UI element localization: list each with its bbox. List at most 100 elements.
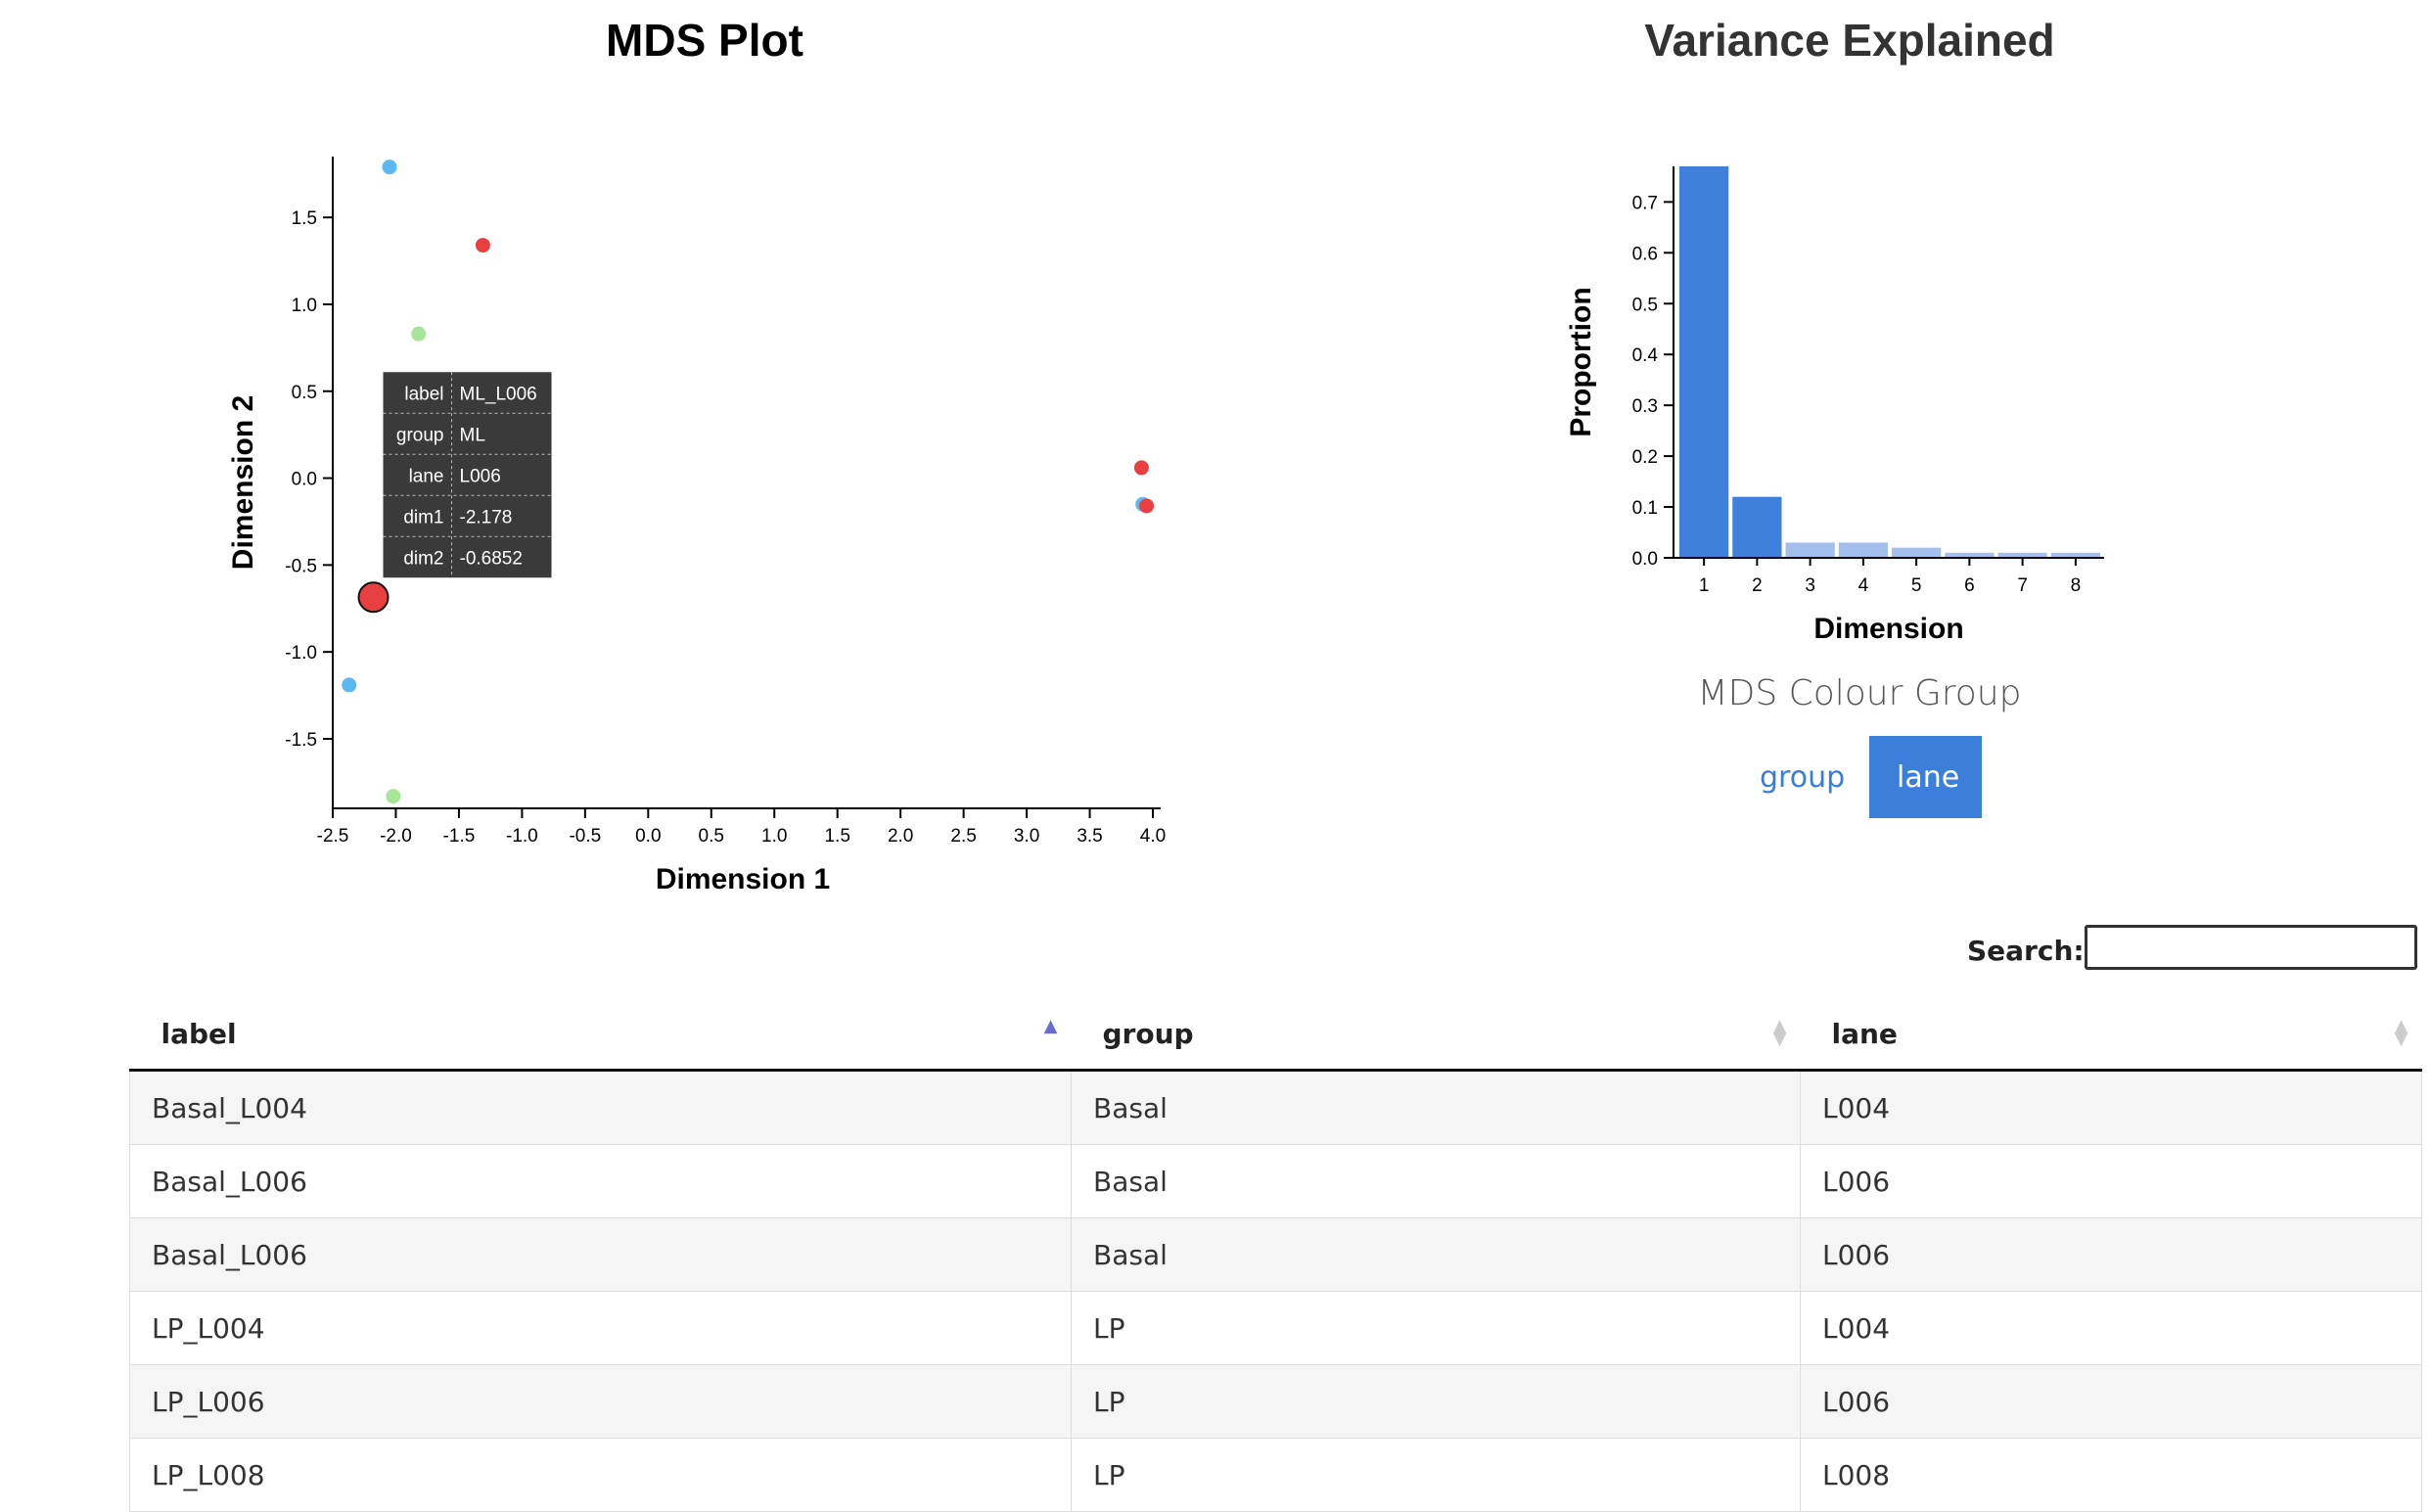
column-header-lane[interactable]: lane ▲ ▼ bbox=[1800, 998, 2422, 1072]
table-row[interactable]: Basal_L006 Basal L006 bbox=[129, 1217, 2422, 1292]
x-tick-label: 3 bbox=[1805, 575, 1815, 596]
variance-bar[interactable] bbox=[1838, 542, 1888, 558]
cell-lane: L008 bbox=[1800, 1438, 2422, 1512]
tooltip-background bbox=[383, 372, 552, 578]
data-point[interactable] bbox=[382, 160, 397, 175]
table-row[interactable]: Basal_L006 Basal L006 bbox=[129, 1144, 2422, 1218]
y-tick-label: 0.5 bbox=[1632, 295, 1658, 315]
cell-group: LP bbox=[1071, 1291, 1801, 1365]
variance-bar[interactable] bbox=[1892, 547, 1942, 558]
tooltip-value: -0.6852 bbox=[460, 548, 523, 569]
variance-bar[interactable] bbox=[1785, 542, 1835, 558]
colour-group-button-group[interactable]: group bbox=[1732, 736, 1859, 818]
data-point[interactable] bbox=[1139, 498, 1155, 514]
cell-lane: L006 bbox=[1800, 1144, 2422, 1218]
cell-label: LP_L004 bbox=[129, 1291, 1072, 1365]
cell-group: Basal bbox=[1071, 1144, 1801, 1218]
y-tick-label: 0.4 bbox=[1632, 345, 1659, 366]
data-point[interactable] bbox=[411, 326, 427, 342]
x-tick-label: 0.5 bbox=[699, 826, 724, 847]
search-input[interactable] bbox=[2085, 925, 2417, 970]
cell-group: Basal bbox=[1071, 1217, 1801, 1292]
x-tick-label: 0.0 bbox=[635, 826, 661, 847]
mds-scatter-plot: -2.5 -2.0 -1.5 -1.0 -0.5 0.0 0.5 1.0 1.5 2.0 2.5 3.… bbox=[227, 157, 1166, 895]
sort-both-icon: ▲ ▼ bbox=[2394, 1016, 2408, 1049]
column-header-group[interactable]: group ▲ ▼ bbox=[1071, 998, 1801, 1072]
data-point[interactable] bbox=[342, 677, 357, 693]
x-tick-label: -2.0 bbox=[380, 826, 412, 847]
cell-lane: L006 bbox=[1800, 1217, 2422, 1292]
y-tick-label: 0.6 bbox=[1632, 244, 1658, 264]
variance-explained-title: Variance Explained bbox=[1644, 15, 2055, 66]
variance-bar[interactable] bbox=[2050, 552, 2100, 558]
x-tick-label: 4.0 bbox=[1140, 826, 1166, 847]
y-tick-label: 0.2 bbox=[1632, 447, 1658, 468]
variance-bar[interactable] bbox=[1732, 496, 1782, 558]
cell-lane: L006 bbox=[1800, 1364, 2422, 1439]
mds-plot-title: MDS Plot bbox=[606, 15, 803, 66]
sort-ascending-icon: ▲ bbox=[1043, 1016, 1058, 1036]
y-tick-label: 0.0 bbox=[1632, 549, 1658, 570]
tooltip-key: dim2 bbox=[403, 548, 443, 569]
column-header-label[interactable]: label ▲ bbox=[129, 998, 1072, 1072]
x-tick-label: -1.0 bbox=[506, 826, 538, 847]
colour-group-button-lane[interactable]: lane bbox=[1869, 736, 1982, 818]
y-tick-label: 1.5 bbox=[292, 208, 317, 229]
x-tick-label: -2.5 bbox=[317, 826, 349, 847]
y-tick-label: 0.1 bbox=[1632, 498, 1658, 519]
cell-label: LP_L008 bbox=[129, 1438, 1072, 1512]
cell-group: LP bbox=[1071, 1364, 1801, 1439]
tooltip-key: dim1 bbox=[403, 507, 443, 527]
y-axis-title: Proportion bbox=[1565, 287, 1597, 436]
y-tick-label: 0.5 bbox=[292, 383, 317, 403]
tooltip-key: label bbox=[404, 384, 443, 404]
x-tick-label: 6 bbox=[1964, 575, 1975, 596]
column-header-group-text: group bbox=[1102, 1017, 1194, 1050]
y-tick-label: -0.5 bbox=[285, 556, 317, 576]
y-tick-label: 1.0 bbox=[292, 296, 317, 316]
variance-bar[interactable] bbox=[1945, 552, 1995, 558]
table-row[interactable]: LP_L008 LP L008 bbox=[129, 1438, 2422, 1512]
y-tick-label: -1.5 bbox=[285, 730, 317, 751]
cell-label: Basal_L006 bbox=[129, 1144, 1072, 1218]
x-tick-label: 1 bbox=[1699, 575, 1710, 596]
y-tick-label: -1.0 bbox=[285, 643, 317, 664]
x-tick-label: -0.5 bbox=[569, 826, 601, 847]
data-point[interactable] bbox=[475, 238, 490, 253]
table-row[interactable]: LP_L004 LP L004 bbox=[129, 1291, 2422, 1365]
variance-bar[interactable] bbox=[1997, 552, 2047, 558]
x-tick-label: -1.5 bbox=[443, 826, 476, 847]
data-point[interactable] bbox=[386, 789, 401, 804]
cell-label: Basal_L004 bbox=[129, 1070, 1072, 1145]
cell-group: Basal bbox=[1071, 1070, 1801, 1145]
column-header-label-text: label bbox=[161, 1017, 237, 1050]
tooltip-key: group bbox=[396, 425, 444, 445]
cell-lane: L004 bbox=[1800, 1291, 2422, 1365]
tooltip-value: -2.178 bbox=[460, 507, 513, 527]
cell-lane: L004 bbox=[1800, 1070, 2422, 1145]
x-tick-label: 2.5 bbox=[950, 826, 976, 847]
cell-group: LP bbox=[1071, 1438, 1801, 1512]
x-axis-title: Dimension bbox=[1813, 613, 1963, 645]
x-tick-label: 3.5 bbox=[1077, 826, 1102, 847]
variance-bar[interactable] bbox=[1679, 166, 1729, 558]
column-header-lane-text: lane bbox=[1831, 1017, 1898, 1050]
x-tick-label: 7 bbox=[2017, 575, 2028, 596]
table-row[interactable]: LP_L006 LP L006 bbox=[129, 1364, 2422, 1439]
highlighted-data-point[interactable] bbox=[357, 581, 390, 614]
cell-label: LP_L006 bbox=[129, 1364, 1072, 1439]
x-tick-label: 3.0 bbox=[1014, 826, 1039, 847]
mds-colour-group-label: MDS Colour Group bbox=[1697, 673, 2022, 713]
x-tick-label: 1.5 bbox=[824, 826, 849, 847]
x-tick-label: 8 bbox=[2071, 575, 2082, 596]
tooltip-value: L006 bbox=[460, 466, 501, 486]
x-tick-label: 1.0 bbox=[761, 826, 787, 847]
y-axis-title: Dimension 2 bbox=[227, 395, 259, 570]
data-point[interactable] bbox=[1133, 460, 1149, 476]
x-tick-label: 2 bbox=[1752, 575, 1763, 596]
tooltip-value: ML_L006 bbox=[460, 384, 537, 404]
x-tick-label: 5 bbox=[1911, 575, 1922, 596]
table-row[interactable]: Basal_L004 Basal L004 bbox=[129, 1070, 2422, 1145]
sample-table: label ▲ group ▲ ▼ lane ▲ ▼ Basal_L004 Basal… bbox=[129, 998, 2422, 1512]
